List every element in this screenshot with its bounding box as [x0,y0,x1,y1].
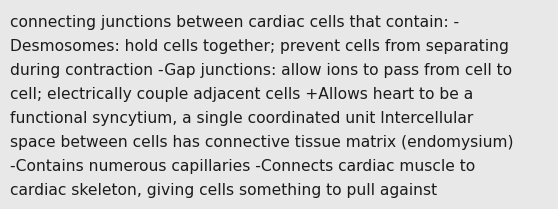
Text: cardiac skeleton, giving cells something to pull against: cardiac skeleton, giving cells something… [10,183,437,198]
Text: during contraction -Gap junctions: allow ions to pass from cell to: during contraction -Gap junctions: allow… [10,63,512,78]
Text: space between cells has connective tissue matrix (endomysium): space between cells has connective tissu… [10,135,513,150]
Text: cell; electrically couple adjacent cells +Allows heart to be a: cell; electrically couple adjacent cells… [10,87,473,102]
Text: -Contains numerous capillaries -Connects cardiac muscle to: -Contains numerous capillaries -Connects… [10,159,475,174]
Text: connecting junctions between cardiac cells that contain: -: connecting junctions between cardiac cel… [10,15,459,30]
Text: functional syncytium, a single coordinated unit Intercellular: functional syncytium, a single coordinat… [10,111,473,126]
Text: Desmosomes: hold cells together; prevent cells from separating: Desmosomes: hold cells together; prevent… [10,39,509,54]
